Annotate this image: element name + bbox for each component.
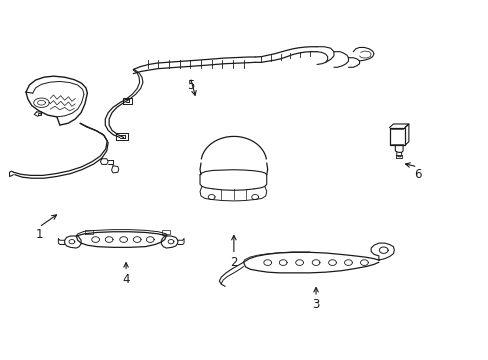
Text: 5: 5 [186, 78, 194, 91]
Text: 3: 3 [312, 298, 319, 311]
Text: 6: 6 [413, 168, 421, 181]
Text: 1: 1 [35, 229, 42, 242]
Text: 2: 2 [230, 256, 237, 269]
Text: 4: 4 [122, 273, 129, 286]
